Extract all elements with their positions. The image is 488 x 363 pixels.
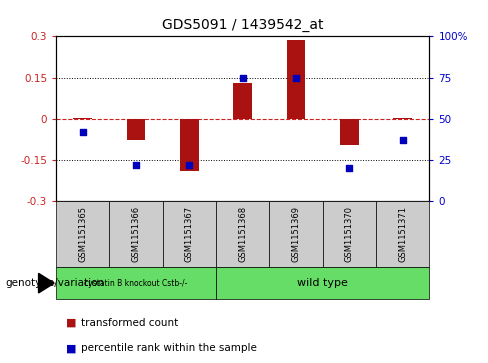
Text: GSM1151367: GSM1151367 <box>185 206 194 262</box>
Text: GSM1151369: GSM1151369 <box>292 206 301 262</box>
Bar <box>323 201 376 267</box>
Bar <box>393 118 412 119</box>
Text: ■: ■ <box>66 343 77 354</box>
Bar <box>216 267 429 299</box>
Title: GDS5091 / 1439542_at: GDS5091 / 1439542_at <box>162 19 324 33</box>
Bar <box>376 201 429 267</box>
Bar <box>56 201 109 267</box>
Bar <box>287 40 305 119</box>
Text: transformed count: transformed count <box>81 318 178 328</box>
Text: ■: ■ <box>66 318 77 328</box>
Text: GSM1151371: GSM1151371 <box>398 206 407 262</box>
Polygon shape <box>39 273 54 293</box>
Bar <box>269 201 323 267</box>
Bar <box>56 267 216 299</box>
Bar <box>180 119 199 171</box>
Text: percentile rank within the sample: percentile rank within the sample <box>81 343 256 354</box>
Bar <box>216 201 269 267</box>
Point <box>346 166 353 171</box>
Bar <box>109 201 163 267</box>
Text: genotype/variation: genotype/variation <box>5 278 104 288</box>
Point <box>132 162 140 168</box>
Point <box>185 162 193 168</box>
Bar <box>127 119 145 139</box>
Point <box>79 129 87 135</box>
Bar <box>340 119 359 145</box>
Text: GSM1151365: GSM1151365 <box>78 206 87 262</box>
Bar <box>233 83 252 119</box>
Bar <box>74 118 92 119</box>
Text: GSM1151368: GSM1151368 <box>238 206 247 262</box>
Text: GSM1151370: GSM1151370 <box>345 206 354 262</box>
Bar <box>163 201 216 267</box>
Point <box>292 75 300 81</box>
Text: wild type: wild type <box>297 278 348 288</box>
Point <box>239 75 246 81</box>
Text: cystatin B knockout Cstb-/-: cystatin B knockout Cstb-/- <box>84 279 188 287</box>
Point <box>399 138 407 143</box>
Text: GSM1151366: GSM1151366 <box>132 206 141 262</box>
